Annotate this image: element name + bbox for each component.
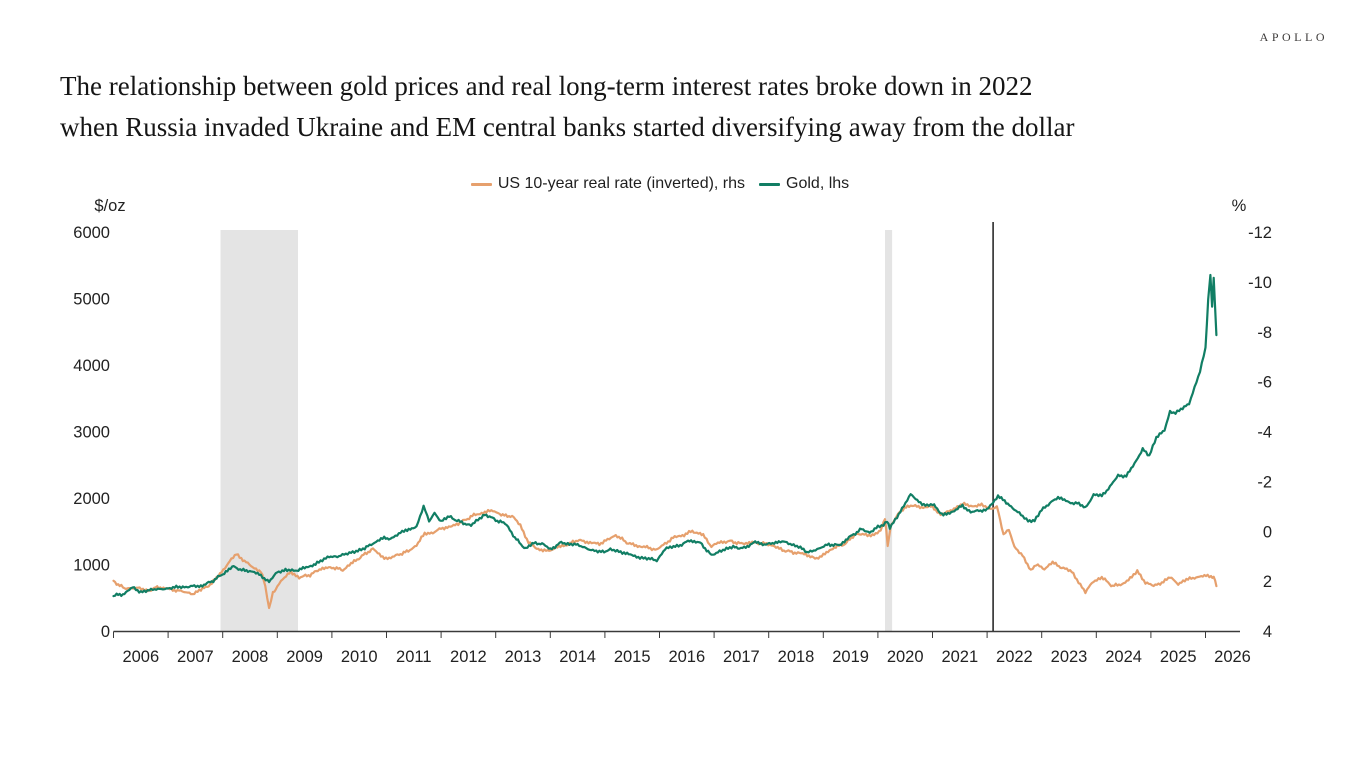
left-axis-tick-label: 2000 (73, 490, 110, 508)
x-axis-label: 2020 (887, 648, 924, 666)
chart-title-line2: when Russia invaded Ukraine and EM centr… (60, 112, 1075, 142)
x-axis-label: 2022 (996, 648, 1033, 666)
x-axis-label: 2015 (614, 648, 651, 666)
x-axis-label: 2014 (559, 648, 596, 666)
x-axis-label: 2012 (450, 648, 487, 666)
x-axis-label: 2008 (232, 648, 269, 666)
left-axis-tick-label: 3000 (73, 424, 110, 442)
right-axis-tick-label: -4 (1257, 424, 1272, 442)
right-axis-tick-label: -12 (1248, 224, 1272, 242)
x-axis-label: 2021 (941, 648, 978, 666)
axes: 2006 2007 2008 2009 2010 2011 2012 2013 2014 2015… (73, 224, 1272, 666)
x-axis-label: 2019 (832, 648, 869, 666)
x-axis-label: 2023 (1051, 648, 1088, 666)
recession-bands (220, 230, 893, 631)
right-axis-tick-label: 4 (1263, 623, 1272, 641)
chart-title: The relationship between gold prices and… (60, 66, 1340, 148)
chart-legend: US 10-year real rate (inverted), rhs Gol… (0, 175, 1320, 193)
series-lines (112, 273, 1218, 610)
x-axis-label: 2025 (1160, 648, 1197, 666)
right-axis-unit-label: % (1232, 197, 1247, 215)
x-axis-label: 2016 (668, 648, 705, 666)
x-axis-label: 2010 (341, 648, 378, 666)
left-axis-tick-label: 0 (101, 623, 110, 641)
x-axis-label: 2006 (122, 648, 159, 666)
right-axis-tick-label: -8 (1257, 324, 1272, 342)
left-axis-tick-label: 1000 (73, 557, 110, 575)
right-axis-tick-label: 2 (1263, 573, 1272, 591)
real-rate-series-line (112, 501, 1218, 610)
legend-swatch-real-rate-icon (470, 182, 492, 186)
apollo-logo: APOLLO (1259, 30, 1328, 44)
legend-item-real-rate: US 10-year real rate (inverted), rhs (470, 175, 746, 193)
x-axis-label: 2017 (723, 648, 760, 666)
right-axis-tick-label: -2 (1257, 473, 1272, 491)
x-axis-label: 2013 (505, 648, 542, 666)
legend-item-gold: Gold, lhs (759, 175, 849, 193)
recession-band (220, 230, 298, 631)
legend-swatch-gold-icon (759, 182, 781, 186)
gold-series-line (112, 273, 1218, 598)
recession-band (885, 230, 893, 631)
x-axis-label: 2011 (396, 648, 431, 666)
left-axis-tick-label: 5000 (73, 291, 110, 309)
left-axis-tick-label: 6000 (73, 224, 110, 242)
x-axis-label: 2009 (286, 648, 323, 666)
x-axis-label: 2007 (177, 648, 214, 666)
chart-title-line1: The relationship between gold prices and… (60, 71, 1033, 101)
left-axis-unit-label: $/oz (94, 197, 125, 215)
legend-label-real-rate: US 10-year real rate (inverted), rhs (497, 175, 746, 192)
left-axis-tick-label: 4000 (73, 357, 110, 375)
x-axis-label: 2024 (1105, 648, 1142, 666)
right-axis-tick-label: 0 (1263, 523, 1272, 541)
legend-label-gold: Gold, lhs (786, 175, 850, 192)
x-axis-label: 2026 (1214, 648, 1251, 666)
right-axis-tick-label: -10 (1248, 274, 1272, 292)
x-axis-label: 2018 (778, 648, 815, 666)
right-axis-tick-label: -6 (1257, 374, 1272, 392)
